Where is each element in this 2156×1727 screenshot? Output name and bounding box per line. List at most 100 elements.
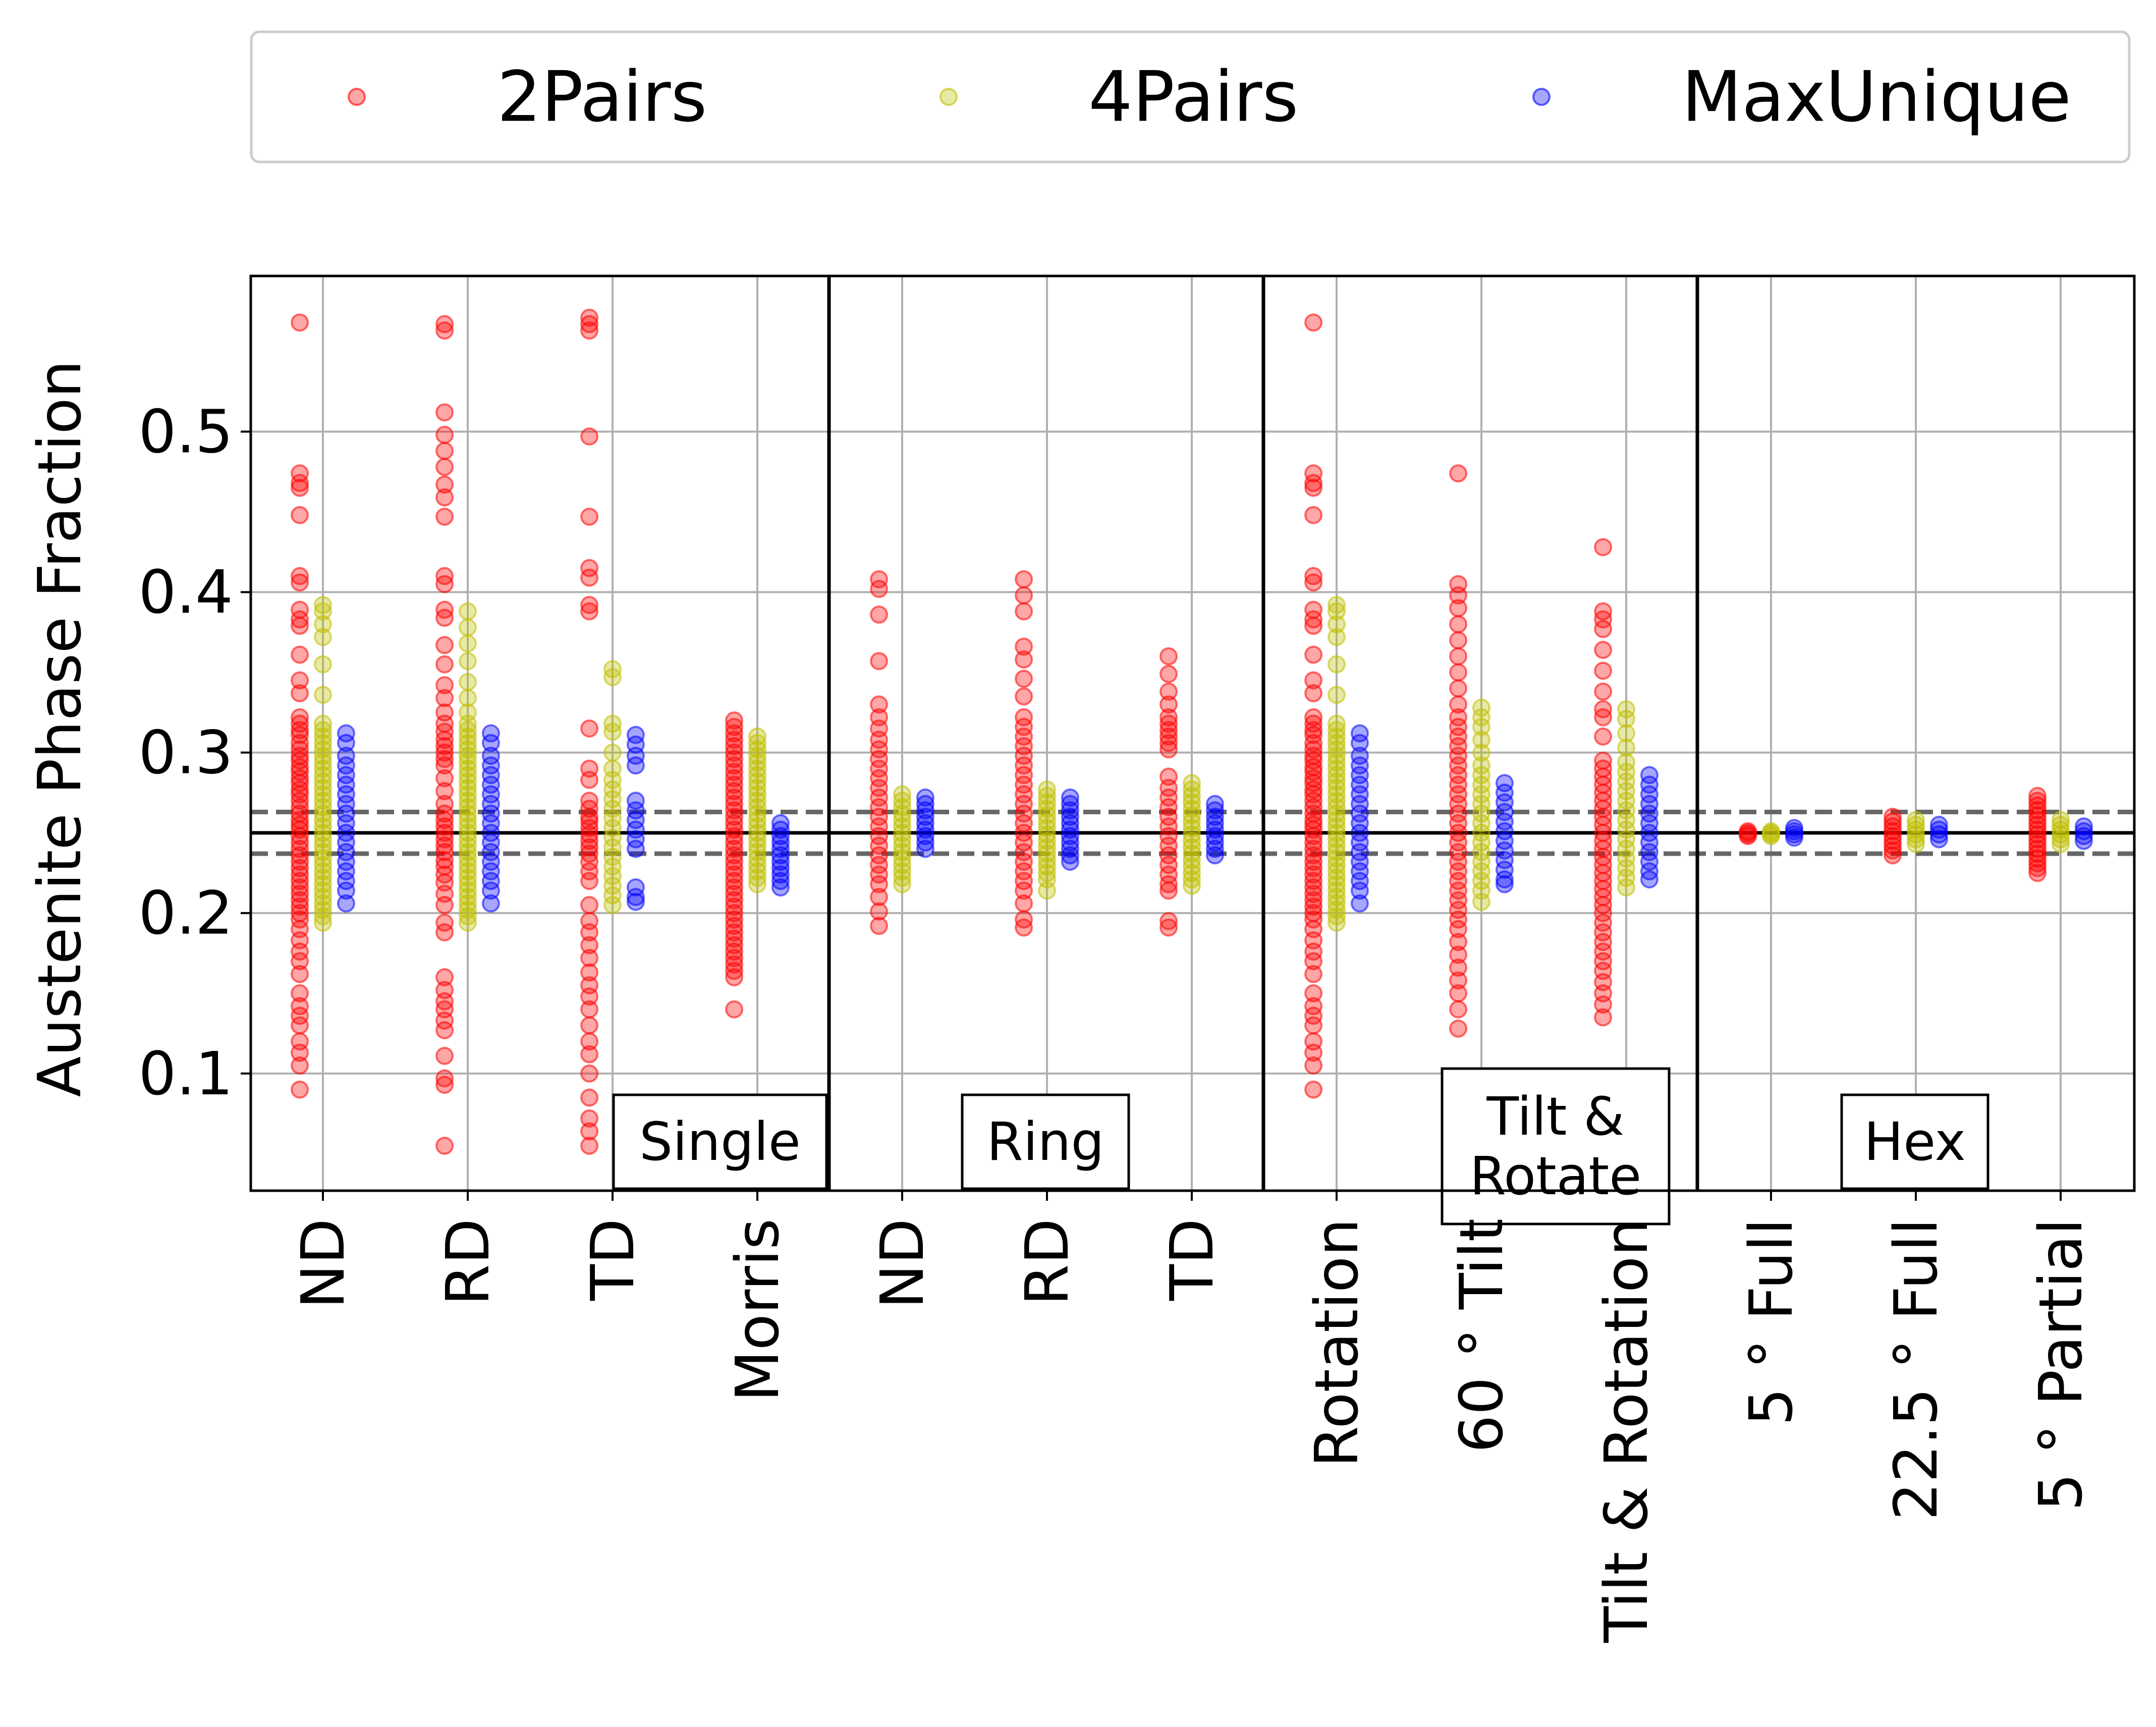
group-label: Single xyxy=(639,1111,801,1173)
data-point xyxy=(459,734,477,752)
data-point xyxy=(1015,881,1033,900)
data-point xyxy=(459,753,477,771)
x-tick-label: ND xyxy=(867,1218,937,1309)
data-point xyxy=(1205,807,1224,826)
data-point xyxy=(748,856,766,874)
data-point xyxy=(725,968,744,986)
data-point xyxy=(1594,932,1613,951)
data-point xyxy=(1304,1056,1323,1075)
data-point xyxy=(1015,795,1033,813)
data-point xyxy=(1061,807,1079,826)
data-point xyxy=(1304,671,1323,690)
data-point xyxy=(893,823,911,842)
data-point xyxy=(580,1122,599,1141)
data-point xyxy=(291,1080,309,1099)
data-point xyxy=(1350,894,1369,913)
data-point xyxy=(1038,845,1056,863)
data-point xyxy=(314,823,332,842)
data-point xyxy=(337,881,355,900)
data-point xyxy=(893,811,911,829)
data-point xyxy=(603,886,622,905)
data-point xyxy=(1472,833,1490,852)
data-point xyxy=(870,605,889,624)
data-point xyxy=(435,731,454,749)
data-point xyxy=(435,321,454,340)
data-point xyxy=(580,1016,599,1035)
data-point xyxy=(2052,820,2070,839)
data-point xyxy=(580,559,599,577)
data-point xyxy=(1159,817,1178,835)
data-point xyxy=(459,747,477,765)
data-point xyxy=(1159,682,1178,701)
data-point xyxy=(1159,827,1178,846)
data-point xyxy=(725,840,744,858)
x-tick-label: 5 ° Full xyxy=(1736,1218,1806,1426)
data-point xyxy=(1350,775,1369,794)
data-point xyxy=(870,917,889,935)
data-point xyxy=(1884,827,1902,846)
data-point xyxy=(314,727,332,746)
data-point xyxy=(459,887,477,906)
data-point xyxy=(893,843,911,861)
data-point xyxy=(291,1016,309,1035)
data-point xyxy=(1328,766,1346,785)
data-point xyxy=(893,875,911,894)
data-point xyxy=(1015,766,1033,785)
data-point xyxy=(580,949,599,967)
data-point xyxy=(1038,881,1056,900)
data-point xyxy=(1183,793,1201,812)
data-point xyxy=(481,795,500,813)
data-point xyxy=(1061,814,1079,832)
data-point xyxy=(1640,843,1659,861)
series-2pairs xyxy=(291,308,2047,1155)
data-point xyxy=(603,722,622,741)
data-point xyxy=(1449,804,1468,823)
data-point xyxy=(1617,801,1635,820)
data-point xyxy=(893,798,911,816)
data-point xyxy=(748,785,766,804)
data-point xyxy=(725,724,744,743)
data-point xyxy=(435,782,454,801)
data-point xyxy=(435,1011,454,1030)
data-point xyxy=(1061,801,1079,820)
data-point xyxy=(725,743,744,762)
data-point xyxy=(870,817,889,835)
data-point xyxy=(337,823,355,842)
data-point xyxy=(1449,958,1468,977)
data-point xyxy=(1183,857,1201,876)
data-point xyxy=(291,820,309,839)
data-point xyxy=(1907,834,1925,853)
data-point xyxy=(291,617,309,635)
data-point xyxy=(1183,870,1201,888)
data-point xyxy=(1617,709,1635,728)
data-point xyxy=(748,804,766,823)
x-tick-label: Tilt & Rotation xyxy=(1591,1218,1661,1643)
data-point xyxy=(1038,806,1056,824)
data-point xyxy=(1907,820,1925,839)
data-point xyxy=(1038,851,1056,869)
data-point xyxy=(1449,615,1468,634)
data-point xyxy=(870,875,889,894)
data-point xyxy=(603,668,622,687)
data-point xyxy=(435,1046,454,1065)
data-point xyxy=(870,865,889,884)
x-tick-label: TD xyxy=(1157,1218,1227,1301)
data-point xyxy=(725,762,744,781)
data-point xyxy=(1617,840,1635,858)
data-point xyxy=(2052,811,2070,829)
data-point xyxy=(748,843,766,861)
data-point xyxy=(314,792,332,810)
data-point xyxy=(748,798,766,816)
data-point xyxy=(1304,840,1323,858)
data-point xyxy=(626,726,645,744)
data-point xyxy=(481,775,500,794)
data-point xyxy=(459,740,477,759)
data-point xyxy=(1159,875,1178,894)
data-point xyxy=(725,917,744,935)
data-point xyxy=(1159,734,1178,752)
data-point xyxy=(870,798,889,816)
data-point xyxy=(580,923,599,941)
data-point xyxy=(314,856,332,874)
data-point xyxy=(337,756,355,775)
data-point xyxy=(459,618,477,637)
